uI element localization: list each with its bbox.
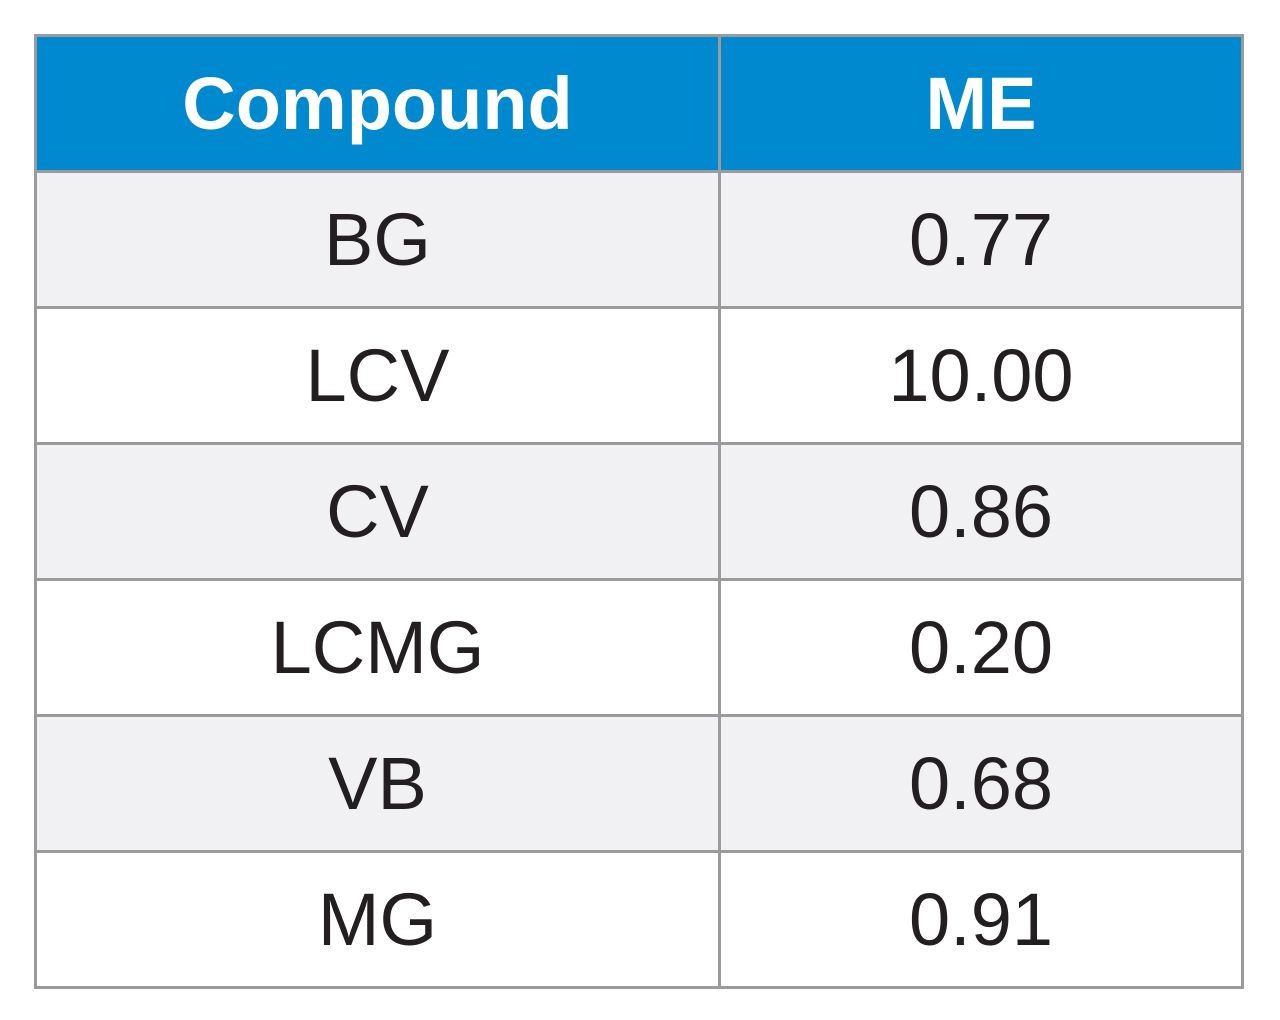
- table-row: MG 0.91: [34, 850, 1244, 989]
- me-cell: 0.86: [718, 442, 1244, 581]
- me-cell: 0.68: [718, 714, 1244, 853]
- table-row: VB 0.68: [34, 714, 1244, 853]
- header-row: Compound ME: [34, 34, 1244, 173]
- table-row: CV 0.86: [34, 442, 1244, 581]
- me-cell: 0.77: [718, 170, 1244, 309]
- me-cell: 10.00: [718, 306, 1244, 445]
- compound-cell: CV: [34, 442, 721, 581]
- header-cell: Compound: [34, 34, 721, 173]
- me-cell: 0.91: [718, 850, 1244, 989]
- table-body: BG 0.77 LCV 10.00 CV 0.86 LCMG 0.20 VB 0.68 MG 0.91: [34, 170, 1244, 989]
- me-cell: 0.20: [718, 578, 1244, 717]
- data-table: Compound ME BG 0.77 LCV 10.00 CV 0.86 LCMG 0.20 V…: [34, 34, 1244, 989]
- header-cell: ME: [718, 34, 1244, 173]
- compound-cell: LCMG: [34, 578, 721, 717]
- table-row: LCV 10.00: [34, 306, 1244, 445]
- table-header: Compound ME: [34, 34, 1244, 173]
- table-row: BG 0.77: [34, 170, 1244, 309]
- compound-cell: LCV: [34, 306, 721, 445]
- compound-cell: VB: [34, 714, 721, 853]
- compound-cell: BG: [34, 170, 721, 309]
- compound-cell: MG: [34, 850, 721, 989]
- table-row: LCMG 0.20: [34, 578, 1244, 717]
